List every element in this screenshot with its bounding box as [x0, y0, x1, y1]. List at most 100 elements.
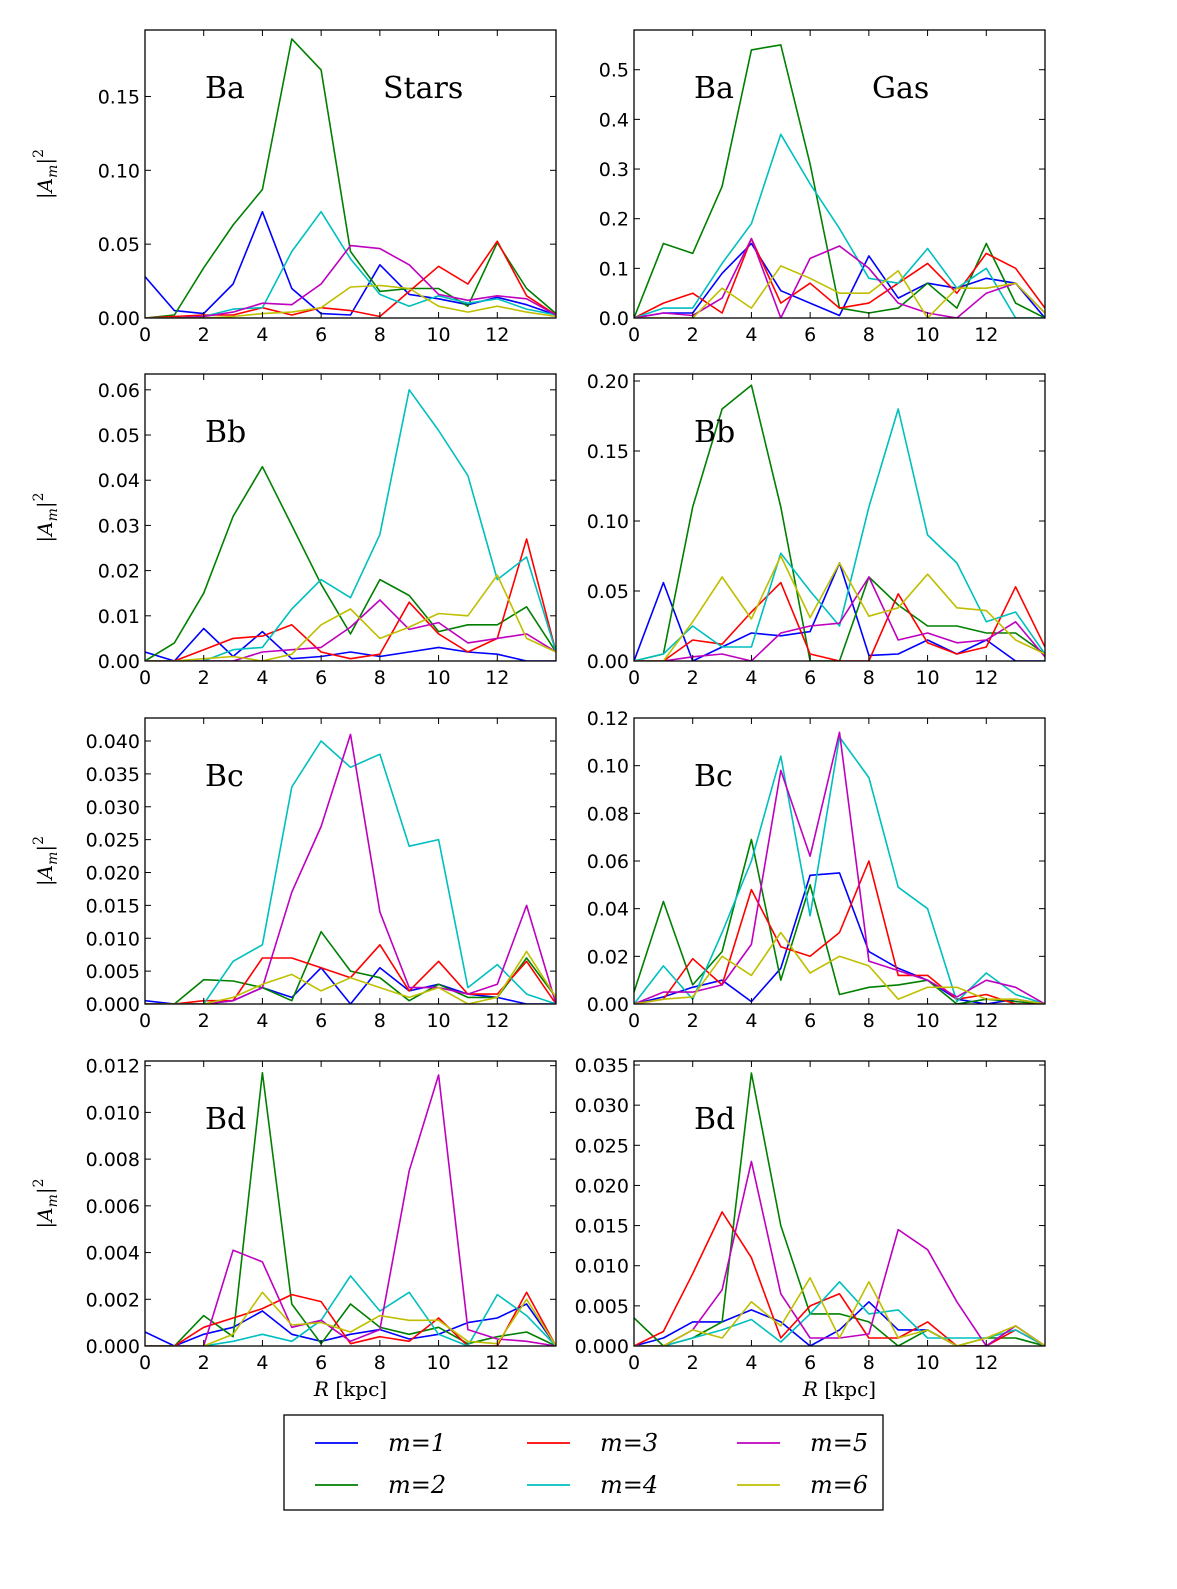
series-line-m=3: [634, 1211, 1045, 1346]
y-tick-label: 0.020: [575, 1175, 629, 1197]
y-tick-label: 0.00: [587, 994, 629, 1016]
y-tick-label: 0.2: [599, 209, 629, 231]
plot-frame: [144, 373, 557, 662]
x-tick-label: 0: [628, 1352, 640, 1374]
legend-label: m=3: [600, 1429, 658, 1457]
panel-label: Bc: [694, 759, 733, 794]
panel-label: Bb: [694, 415, 735, 450]
y-tick-label: 0.04: [587, 899, 629, 921]
plot-frame: [633, 1060, 1046, 1347]
x-tick-label: 8: [863, 667, 875, 689]
x-tick-label: 2: [198, 324, 210, 346]
series-line-m=6: [145, 574, 556, 661]
y-tick-label: 0.3: [599, 159, 629, 181]
panel-6: 0 2 4 6 8 10 12 0.000 0.002 0.004 0.006 0.008 0.010 0…: [31, 1056, 557, 1401]
series-line-m=4: [145, 1275, 556, 1346]
component-label: Gas: [872, 71, 929, 106]
panels: 0 2 4 6 8 10 120.000.050.100.15 Ba Stars|Am|20 2 4…: [31, 29, 1046, 1401]
series-line-m=6: [634, 555, 1045, 661]
y-tick-label: 0.010: [86, 928, 140, 950]
x-tick-label: 6: [315, 1010, 327, 1032]
y-tick-label: 0.000: [575, 1336, 629, 1358]
x-tick-label: 12: [485, 1010, 509, 1032]
y-tick-label: 0.035: [575, 1055, 629, 1077]
y-tick-label: 0.025: [86, 830, 140, 852]
series-line-m=5: [145, 733, 556, 1004]
x-tick-label: 10: [426, 324, 450, 346]
x-tick-label: 12: [974, 1010, 998, 1032]
panel-2: 0 2 4 6 8 10 12 0.00 0.01 0.02 0.03 0.04 0.05 0.06 Bb |…: [31, 373, 557, 689]
x-tick-label: 2: [687, 1352, 699, 1374]
y-tick-label: 0.20: [587, 371, 629, 393]
y-tick-label: 0.10: [587, 756, 629, 778]
legend-label: m=5: [810, 1429, 868, 1457]
y-tick-label: 0.015: [86, 895, 140, 917]
y-tick-label: 0.012: [86, 1056, 140, 1078]
series-line-m=1: [145, 627, 556, 661]
series-line-m=3: [634, 581, 1045, 661]
x-tick-label: 4: [256, 1352, 268, 1374]
plot-frame: [144, 29, 557, 319]
y-tick-label: 0.030: [575, 1095, 629, 1117]
x-tick-label: 8: [863, 324, 875, 346]
y-tick-label: 0.10: [587, 511, 629, 533]
x-axis-label: R [kpc]: [313, 1377, 387, 1401]
x-tick-label: 6: [804, 1010, 816, 1032]
series-group: [634, 44, 1045, 318]
y-tick-label: 0.040: [86, 731, 140, 753]
plot-frame: [144, 1060, 557, 1347]
plot-frame: [144, 717, 557, 1005]
x-tick-label: 12: [485, 667, 509, 689]
panel-label: Bd: [205, 1102, 246, 1137]
series-line-m=6: [145, 950, 556, 1004]
x-tick-label: 10: [915, 667, 939, 689]
series-line-m=2: [145, 1071, 556, 1346]
legend-label: m=1: [388, 1429, 446, 1457]
series-line-m=5: [634, 731, 1045, 1004]
y-tick-label: 0.00: [98, 651, 140, 673]
series-line-m=6: [145, 284, 556, 318]
series-group: [634, 731, 1045, 1004]
x-tick-label: 8: [374, 1010, 386, 1032]
series-line-m=4: [634, 408, 1045, 661]
x-tick-label: 10: [915, 324, 939, 346]
series-line-m=1: [145, 1303, 556, 1346]
x-tick-label: 4: [256, 1010, 268, 1032]
x-tick-label: 0: [139, 1010, 151, 1032]
x-tick-label: 10: [426, 667, 450, 689]
series-line-m=6: [634, 265, 1045, 318]
x-tick-label: 0: [139, 1352, 151, 1374]
x-tick-label: 0: [139, 324, 151, 346]
x-tick-label: 2: [687, 667, 699, 689]
series-line-m=2: [145, 38, 556, 318]
x-tick-label: 8: [863, 1352, 875, 1374]
y-tick-label: 0.008: [86, 1149, 140, 1171]
series-line-m=3: [634, 237, 1045, 318]
x-tick-label: 10: [426, 1352, 450, 1374]
y-tick-label: 0.010: [86, 1102, 140, 1124]
y-tick-label: 0.06: [587, 851, 629, 873]
y-axis-label-0: |Am|2: [31, 149, 61, 199]
x-tick-label: 4: [745, 1010, 757, 1032]
series-line-m=2: [634, 838, 1045, 1004]
y-tick-label: 0.020: [86, 863, 140, 885]
x-tick-label: 10: [426, 1010, 450, 1032]
panel-label: Ba: [205, 71, 245, 106]
x-tick-label: 8: [374, 667, 386, 689]
panel-label: Ba: [694, 71, 734, 106]
x-tick-label: 6: [315, 1352, 327, 1374]
y-tick-label: 0.1: [599, 258, 629, 280]
x-tick-label: 6: [804, 324, 816, 346]
y-tick-label: 0.035: [86, 764, 140, 786]
y-axis-label-4: |Am|2: [31, 836, 61, 886]
y-tick-label: 0.006: [86, 1196, 140, 1218]
plot-frame: [633, 373, 1046, 662]
panel-7: 0 2 4 6 8 10 12 0.000 0.005 0.010 0.015 0.020 0.025 0…: [575, 1055, 1046, 1401]
y-axis-label-6: |Am|2: [31, 1178, 61, 1228]
legend-label: m=4: [600, 1471, 658, 1499]
x-tick-label: 12: [485, 1352, 509, 1374]
legend: m=1 m=2 m=3 m=4 m=5 m=6: [283, 1414, 884, 1511]
y-tick-label: 0.000: [86, 1336, 140, 1358]
x-tick-label: 4: [256, 324, 268, 346]
plot-frame: [633, 29, 1046, 319]
